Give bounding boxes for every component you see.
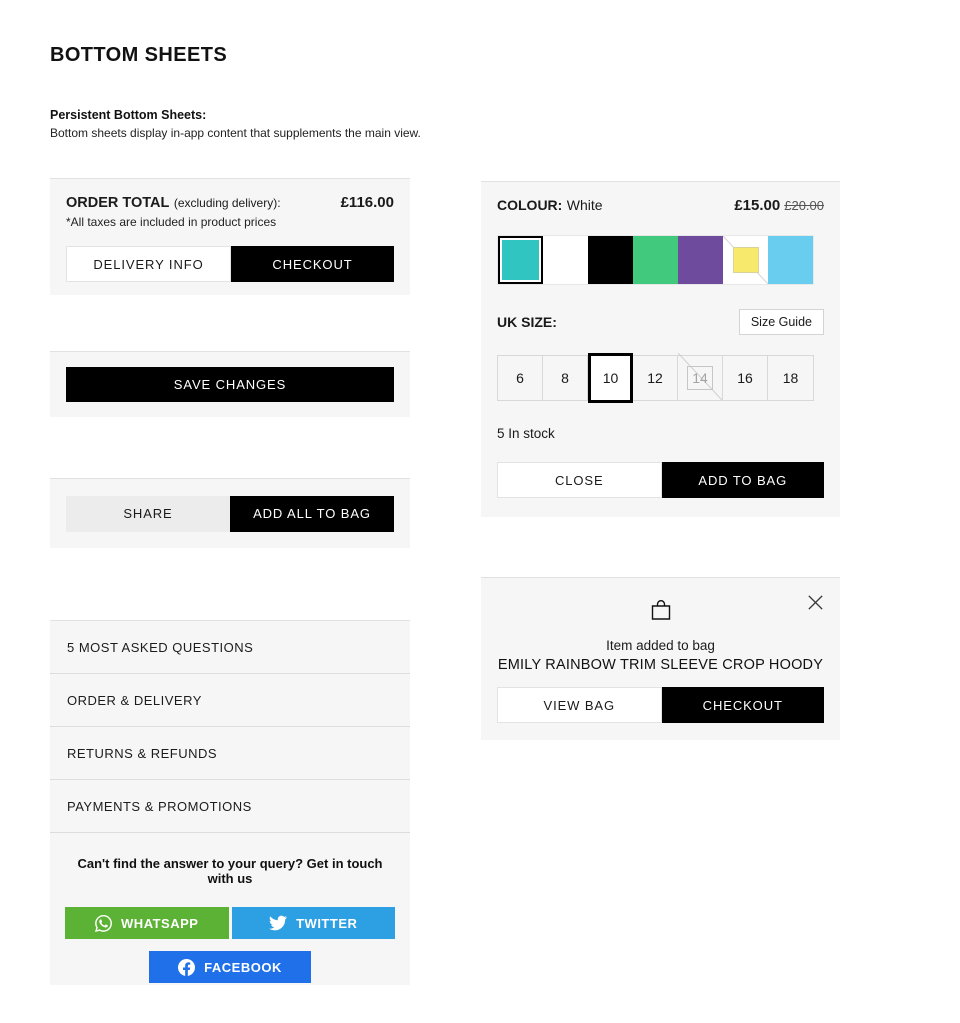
colour-swatch-green[interactable] bbox=[633, 236, 678, 284]
twitter-button-label: TWITTER bbox=[296, 915, 358, 931]
twitter-button[interactable]: TWITTER bbox=[231, 907, 395, 939]
faq-item-payments-promotions[interactable]: PAYMENTS & PROMOTIONS bbox=[50, 780, 410, 833]
order-total-text: ORDER TOTAL bbox=[66, 195, 170, 211]
size-option-list: 6 8 10 12 14 16 18 bbox=[497, 353, 814, 403]
colour-header-row: COLOUR: White £15.00 £20.00 bbox=[497, 197, 824, 215]
size-guide-button[interactable]: Size Guide bbox=[738, 309, 824, 335]
colour-swatch-sky-blue[interactable] bbox=[768, 236, 813, 284]
facebook-button-label: FACEBOOK bbox=[204, 959, 282, 975]
checkout-button[interactable]: CHECKOUT bbox=[231, 246, 394, 282]
view-bag-button[interactable]: VIEW BAG bbox=[497, 687, 662, 723]
close-button[interactable]: CLOSE bbox=[497, 462, 662, 498]
close-icon[interactable] bbox=[804, 591, 827, 614]
order-total-amount: £116.00 bbox=[340, 194, 394, 211]
colour-label: COLOUR: bbox=[497, 197, 563, 213]
facebook-icon bbox=[178, 958, 196, 976]
size-option-14-box: 14 bbox=[687, 366, 713, 390]
add-all-to-bag-button[interactable]: ADD ALL TO BAG bbox=[230, 495, 394, 532]
size-option-6[interactable]: 6 bbox=[498, 356, 543, 400]
colour-swatch-purple[interactable] bbox=[678, 236, 723, 284]
colour-swatch-yellow-out-of-stock[interactable] bbox=[723, 236, 768, 284]
out-of-stock-strike bbox=[678, 353, 722, 400]
whatsapp-button[interactable]: WHATSAPP bbox=[65, 907, 229, 939]
colour-swatch-list bbox=[497, 235, 814, 285]
size-option-18[interactable]: 18 bbox=[782, 370, 799, 386]
intro-block: Persistent Bottom Sheets: Bottom sheets … bbox=[50, 108, 421, 140]
added-product-name: EMILY RAINBOW TRIM SLEEVE CROP HOODY bbox=[497, 657, 824, 673]
size-option-16[interactable]: 16 bbox=[723, 356, 768, 400]
price-was: £20.00 bbox=[784, 198, 824, 213]
colour-label-group: COLOUR: White bbox=[497, 197, 603, 215]
save-changes-bottom-sheet: SAVE CHANGES bbox=[50, 351, 410, 417]
order-total-bottom-sheet: ORDER TOTAL (excluding delivery): £116.0… bbox=[50, 178, 410, 295]
contact-prompt: Can't find the answer to your query? Get… bbox=[77, 856, 383, 886]
colour-swatch-white[interactable] bbox=[543, 236, 588, 284]
order-total-note: (excluding delivery): bbox=[173, 196, 281, 210]
size-option-10-selected[interactable]: 10 bbox=[588, 353, 633, 403]
save-changes-button[interactable]: SAVE CHANGES bbox=[66, 367, 394, 402]
added-message: Item added to bag bbox=[606, 638, 715, 653]
stock-status: 5 In stock bbox=[497, 426, 555, 441]
add-to-bag-button[interactable]: ADD TO BAG bbox=[661, 462, 824, 498]
share-button[interactable]: SHARE bbox=[66, 495, 230, 532]
order-total-row: ORDER TOTAL (excluding delivery): £116.0… bbox=[66, 194, 394, 212]
size-option-14-out-of-stock: 14 bbox=[678, 353, 723, 400]
intro-heading: Persistent Bottom Sheets: bbox=[50, 108, 207, 122]
whatsapp-icon bbox=[95, 914, 112, 932]
size-header-row: UK SIZE: Size Guide bbox=[497, 309, 824, 335]
price-current: £15.00 bbox=[734, 197, 781, 214]
faq-item-order-delivery[interactable]: ORDER & DELIVERY bbox=[50, 674, 410, 727]
item-added-bottom-sheet: Item added to bag EMILY RAINBOW TRIM SLE… bbox=[481, 577, 840, 740]
faq-bottom-sheet: 5 MOST ASKED QUESTIONS ORDER & DELIVERY … bbox=[50, 620, 410, 985]
price-group: £15.00 £20.00 bbox=[734, 197, 824, 215]
page-title: BOTTOM SHEETS bbox=[50, 44, 228, 66]
yellow-swatch-chip bbox=[732, 247, 759, 273]
facebook-button[interactable]: FACEBOOK bbox=[149, 951, 311, 983]
twitter-icon bbox=[269, 914, 288, 932]
faq-item-most-asked[interactable]: 5 MOST ASKED QUESTIONS bbox=[50, 621, 410, 674]
whatsapp-button-label: WHATSAPP bbox=[121, 915, 199, 931]
size-label: UK SIZE: bbox=[497, 314, 557, 330]
colour-swatch-teal[interactable] bbox=[498, 236, 543, 284]
bag-icon bbox=[481, 597, 840, 623]
colour-swatch-black[interactable] bbox=[588, 236, 633, 284]
intro-description: Bottom sheets display in-app content tha… bbox=[50, 126, 421, 140]
colour-value: White bbox=[566, 197, 603, 213]
checkout-button[interactable]: CHECKOUT bbox=[661, 687, 824, 723]
share-bottom-sheet: SHARE ADD ALL TO BAG bbox=[50, 478, 410, 548]
tax-note: *All taxes are included in product price… bbox=[66, 215, 277, 229]
contact-block: Can't find the answer to your query? Get… bbox=[50, 833, 410, 983]
colour-size-bottom-sheet: COLOUR: White £15.00 £20.00 UK SIZE: Size… bbox=[481, 181, 840, 517]
delivery-info-button[interactable]: DELIVERY INFO bbox=[66, 246, 231, 282]
size-option-12[interactable]: 12 bbox=[633, 356, 678, 400]
order-total-label: ORDER TOTAL (excluding delivery): bbox=[66, 194, 281, 212]
size-option-8[interactable]: 8 bbox=[543, 356, 588, 400]
faq-item-returns-refunds[interactable]: RETURNS & REFUNDS bbox=[50, 727, 410, 780]
